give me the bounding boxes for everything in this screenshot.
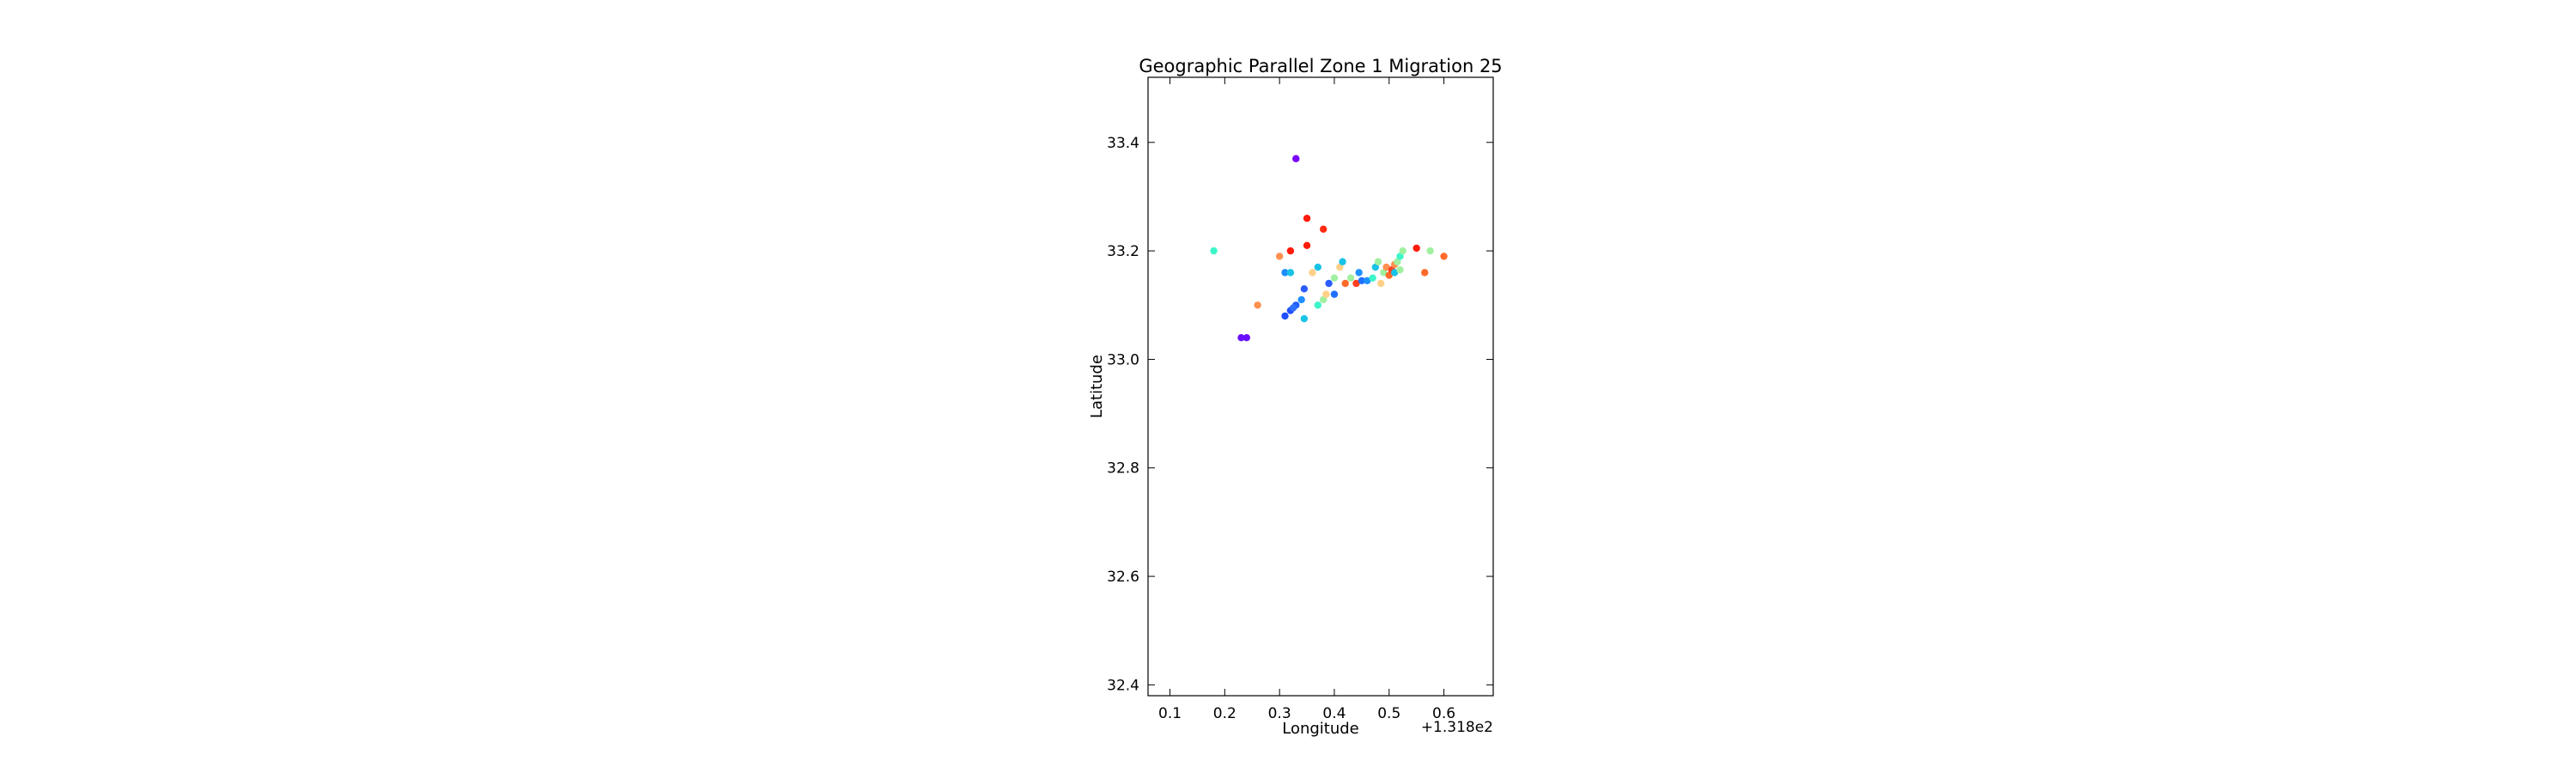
x-tick-label: 0.3 [1268, 705, 1291, 722]
scatter-point [1297, 295, 1305, 304]
x-tick-label: 0.4 [1322, 705, 1346, 722]
plot-area-frame [1147, 76, 1494, 697]
x-tick-label: 0.5 [1377, 705, 1400, 722]
scatter-point [1237, 333, 1245, 342]
scatter-point [1275, 253, 1284, 260]
scatter-point [1346, 274, 1355, 282]
scatter-point [1292, 155, 1300, 162]
scatter-point [1369, 274, 1376, 282]
y-tick-label: 33.4 [1107, 135, 1139, 152]
scatter-point [1300, 314, 1309, 323]
x-axis-offset-label: +1.318e2 [1421, 719, 1493, 736]
y-tick-label: 32.6 [1107, 569, 1139, 586]
scatter-point [1325, 279, 1333, 288]
x-tick-label: 0.1 [1158, 705, 1182, 722]
scatter-point [1339, 258, 1346, 265]
scatter-point [1364, 277, 1371, 285]
scatter-point [1281, 312, 1289, 320]
scatter-point [1355, 269, 1363, 277]
scatter-point [1396, 266, 1404, 274]
scatter-point [1286, 247, 1295, 255]
scatter-point [1376, 279, 1385, 288]
chart-title: Geographic Parallel Zone 1 Migration 25 [1139, 56, 1502, 76]
scatter-point [1426, 247, 1434, 255]
scatter-point [1352, 279, 1360, 288]
scatter-point [1336, 263, 1344, 271]
scatter-point [1330, 290, 1339, 298]
scatter-point [1413, 244, 1420, 253]
y-tick-label: 33.0 [1107, 351, 1139, 368]
scatter-point [1330, 274, 1339, 282]
scatter-point [1440, 253, 1448, 260]
scatter-point [1281, 269, 1289, 277]
y-axis-label: Latitude [1088, 355, 1106, 418]
scatter-point [1303, 215, 1311, 222]
scatter-point [1314, 301, 1322, 309]
data-points [1210, 155, 1448, 342]
scatter-point [1396, 253, 1404, 260]
scatter-point [1374, 258, 1382, 265]
scatter-point [1421, 269, 1429, 277]
scatter-point [1341, 279, 1349, 288]
scatter-point [1254, 301, 1261, 309]
scatter-point [1309, 269, 1316, 277]
scatter-point [1382, 263, 1390, 271]
scatter-point [1394, 258, 1401, 265]
y-tick-label: 32.8 [1107, 460, 1139, 478]
y-tick-label: 32.4 [1107, 677, 1139, 694]
scatter-point [1371, 263, 1380, 271]
scatter-point [1390, 269, 1399, 277]
scatter-point [1380, 269, 1388, 277]
scatter-point [1385, 271, 1393, 279]
scatter-point [1322, 290, 1330, 298]
scatter-point [1319, 225, 1327, 234]
scatter-point [1242, 333, 1251, 342]
scatter-point [1358, 277, 1366, 285]
scatter-point [1314, 263, 1322, 271]
scatter-point [1303, 241, 1311, 249]
y-tick-label: 33.2 [1107, 243, 1139, 260]
x-tick-label: 0.2 [1213, 705, 1236, 722]
scatter-point [1210, 247, 1218, 255]
scatter-point [1289, 304, 1297, 312]
scatter-point [1319, 295, 1327, 304]
axis-ticks: 0.1 0.2 0.3 0.4 0.5 0.6 32.4 32.6 32.8 33.0 33.2 33… [1107, 77, 1493, 722]
scatter-point [1300, 285, 1309, 293]
x-axis-label: Longitude [1282, 720, 1359, 738]
scatter-point [1286, 269, 1295, 277]
scatter-point [1399, 247, 1406, 255]
x-tick-label: 0.6 [1432, 705, 1455, 722]
